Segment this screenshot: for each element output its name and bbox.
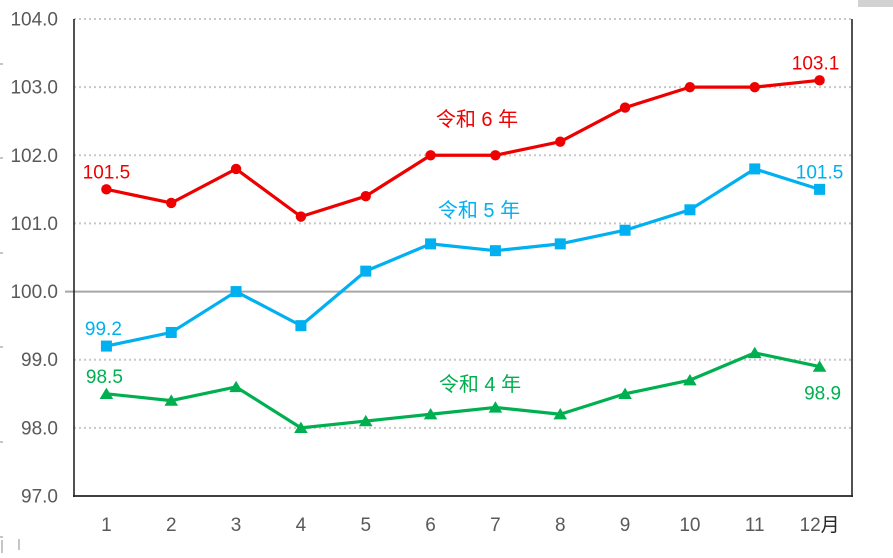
data-point-circle <box>101 184 112 195</box>
screen-edge-artifact <box>858 0 893 7</box>
spreadsheet-gridline-artifact <box>0 536 3 538</box>
data-point-square <box>619 224 631 236</box>
data-point-circle <box>684 81 696 93</box>
data-point-circle <box>166 197 177 209</box>
y-tick-label: 100.0 <box>10 282 58 303</box>
x-tick-label: 3 <box>231 515 242 536</box>
data-point-triangle <box>812 360 827 372</box>
data-point-square <box>814 183 826 195</box>
x-tick-label: 10 <box>679 515 700 536</box>
data-point-circle <box>295 211 307 222</box>
data-point-square <box>749 163 761 175</box>
data-value-label: 98.9 <box>804 384 841 405</box>
x-tick-label: 8 <box>555 515 566 536</box>
series-line-2 <box>104 167 822 348</box>
data-point-circle <box>619 102 631 113</box>
data-value-label: 99.2 <box>85 319 122 340</box>
data-point-triangle <box>358 414 373 427</box>
data-point-circle <box>230 163 242 175</box>
spreadsheet-gridline-artifact <box>0 346 3 348</box>
x-tick-label: 7 <box>490 515 501 536</box>
y-tick-label: 97.0 <box>21 487 58 508</box>
data-value-label: 101.5 <box>796 162 844 183</box>
series-label: 令和 6 年 <box>436 108 518 131</box>
x-tick-label: 1 <box>101 515 112 536</box>
data-point-triangle <box>747 346 762 359</box>
data-point-circle <box>555 136 566 147</box>
data-point-circle <box>490 150 501 161</box>
data-point-square <box>684 204 696 216</box>
data-point-circle <box>360 190 371 202</box>
data-point-triangle <box>99 387 114 399</box>
data-point-triangle <box>618 387 632 399</box>
x-tick-label-with-unit: 12月 <box>800 515 840 536</box>
x-tick-label: 2 <box>166 515 177 536</box>
series-line-3 <box>104 351 822 430</box>
data-point-triangle <box>423 408 438 420</box>
y-tick-label: 104.0 <box>10 10 58 31</box>
x-tick-label: 11 <box>745 515 765 536</box>
series-label: 令和 4 年 <box>439 373 521 396</box>
x-tick-label: 9 <box>620 515 631 536</box>
y-tick-label: 102.0 <box>10 146 58 167</box>
series-label: 令和 5 年 <box>438 199 520 222</box>
data-point-circle <box>814 75 825 86</box>
y-tick-label: 103.0 <box>10 78 58 99</box>
spreadsheet-gridline-artifact <box>0 252 3 254</box>
data-point-square <box>230 286 242 298</box>
data-point-square <box>360 265 372 277</box>
data-point-triangle <box>488 401 503 413</box>
data-point-triangle <box>553 408 568 420</box>
spreadsheet-gridline-artifact <box>0 157 3 159</box>
y-tick-label: 99.0 <box>21 350 58 371</box>
spreadsheet-gridline-artifact <box>18 539 20 550</box>
data-point-triangle <box>229 380 243 393</box>
x-tick-label: 4 <box>296 515 307 536</box>
y-tick-label: 101.0 <box>10 214 58 235</box>
series-line-1 <box>104 78 822 219</box>
spreadsheet-gridline-artifact <box>1 540 3 553</box>
data-value-label: 98.5 <box>86 367 123 388</box>
data-point-triangle <box>164 394 179 406</box>
data-point-circle <box>425 150 436 161</box>
data-value-label: 103.1 <box>792 53 840 74</box>
data-point-square <box>489 245 501 257</box>
data-point-square <box>554 238 566 250</box>
data-point-square <box>100 340 112 352</box>
data-point-triangle <box>294 421 308 434</box>
x-tick-label: 6 <box>425 515 436 536</box>
data-point-square <box>425 238 437 250</box>
data-point-circle <box>749 81 760 93</box>
data-point-square <box>165 326 177 338</box>
data-value-label: 101.5 <box>83 162 131 183</box>
data-point-square <box>295 320 307 332</box>
y-tick-label: 98.0 <box>21 418 58 439</box>
spreadsheet-gridline-artifact <box>0 63 3 65</box>
data-point-triangle <box>683 373 697 386</box>
x-tick-label: 5 <box>360 515 371 536</box>
spreadsheet-gridline-artifact <box>0 441 3 443</box>
